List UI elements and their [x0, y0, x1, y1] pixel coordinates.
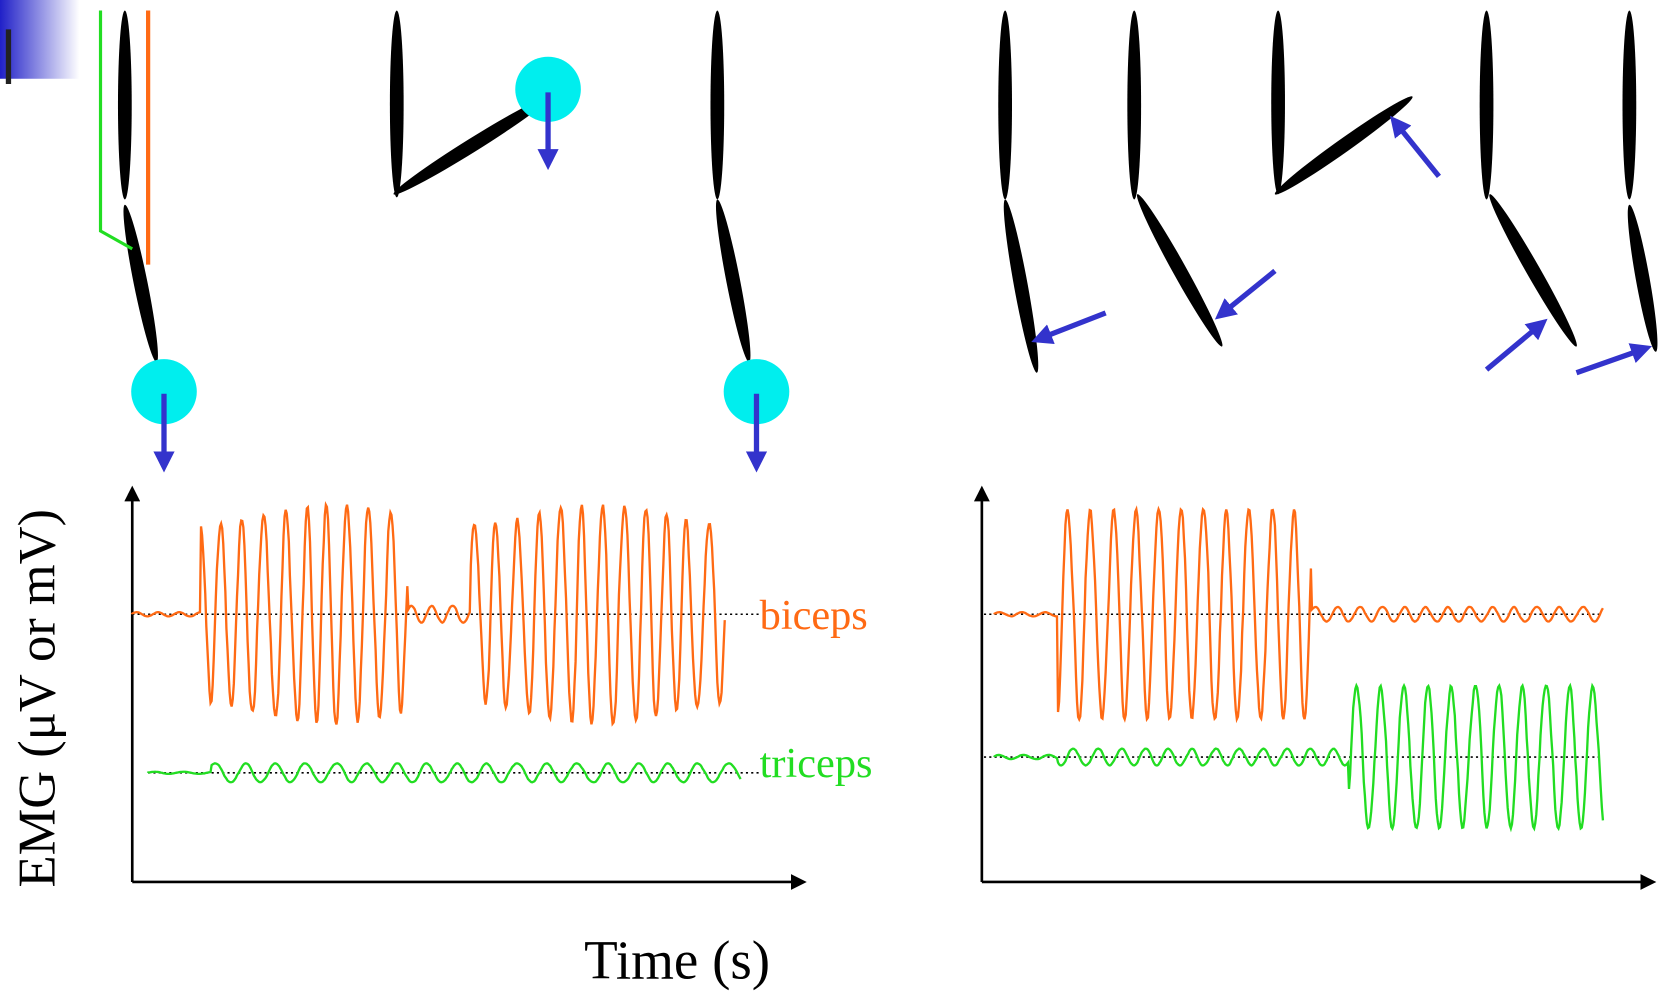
arm-figures: [117, 10, 1658, 473]
emg-trace: [146, 762, 742, 784]
arm-segment: [710, 10, 725, 200]
arm-segment: [117, 10, 132, 200]
title-decoration: [0, 0, 80, 79]
weight: [723, 359, 790, 425]
arm-segment: [1627, 204, 1658, 352]
arm-segment: [1271, 10, 1285, 195]
force-arrow: [1214, 268, 1277, 320]
emg-trace: [993, 682, 1605, 833]
force-arrow: [1389, 115, 1441, 179]
biceps-label: biceps: [760, 592, 868, 639]
arm-segment: [1127, 10, 1142, 200]
emg-trace: [131, 501, 726, 727]
arm-segment: [1622, 10, 1637, 200]
arm-segment: [1274, 96, 1413, 195]
triceps-line: [98, 10, 134, 251]
arm-segment: [1489, 194, 1577, 347]
force-arrow: [1484, 318, 1548, 372]
weight: [515, 56, 581, 122]
emg-trace: [993, 505, 1604, 724]
arm-segment: [1003, 199, 1039, 373]
arm-segment: [998, 10, 1013, 200]
arm-segment: [1479, 10, 1494, 200]
arm-segment: [393, 96, 551, 195]
emg-traces: [131, 501, 1605, 833]
weight: [131, 359, 197, 425]
force-arrow: [1575, 343, 1653, 376]
arm-segment: [715, 199, 751, 363]
arm-segment: [389, 10, 404, 198]
triceps-label: triceps: [760, 740, 873, 787]
arm-segment: [1136, 194, 1223, 347]
force-arrow: [1031, 310, 1107, 345]
x-axis-label: Time (s): [584, 930, 770, 991]
arm-segment: [123, 204, 158, 363]
y-axis-label: EMG (μV or mV): [8, 509, 66, 888]
baselines: [132, 613, 1603, 774]
